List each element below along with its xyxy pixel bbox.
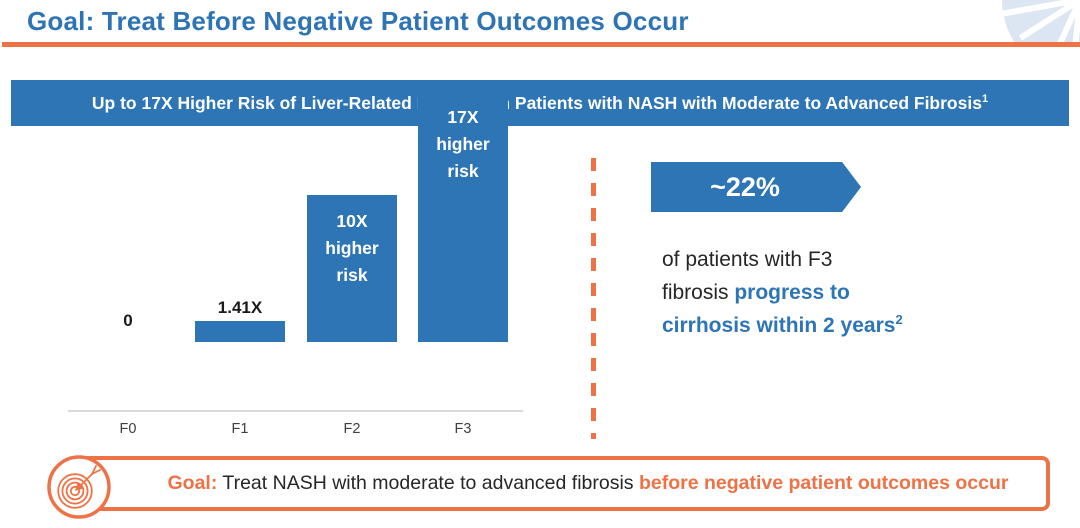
bar-f2: 10X higher risk xyxy=(307,195,397,342)
bar-value-label: 10X higher risk xyxy=(325,211,379,286)
page-title: Goal: Treat Before Negative Patient Outc… xyxy=(27,6,689,36)
target-bullseye-icon xyxy=(47,455,111,519)
bar-value-label: 0 xyxy=(123,311,133,330)
bar-group-f2: 10X higher risk xyxy=(296,195,408,342)
headline-banner-text: Up to 17X Higher Risk of Liver-Related M… xyxy=(91,92,989,113)
goal-prefix: Goal: xyxy=(167,472,218,494)
stat-description-emphasis: progress to cirrhosis within 2 years2 xyxy=(662,281,903,337)
goal-banner: Goal: Treat NASH with moderate to advanc… xyxy=(78,456,1050,511)
goal-text-plain: Treat NASH with moderate to advanced fib… xyxy=(217,472,639,494)
headline-banner: Up to 17X Higher Risk of Liver-Related M… xyxy=(11,80,1069,126)
bar-value-label: 1.41X xyxy=(217,298,263,317)
bar-value-label: 17X higher risk xyxy=(436,107,490,182)
bar-f3: 17X higher risk xyxy=(418,91,508,342)
stat-arrow-label: ~22% xyxy=(710,171,780,202)
goal-text-emphasis: before negative patient outcomes occur xyxy=(638,472,1009,494)
x-tick-f2: F2 xyxy=(343,421,361,437)
banner-footnote-marker: 1 xyxy=(981,92,989,105)
dashed-divider xyxy=(591,158,596,439)
title-underline xyxy=(2,42,1080,47)
corner-fan-decoration xyxy=(1002,0,1080,42)
bar-chart: 0 1.41X 10X higher risk 17X higher risk … xyxy=(0,0,560,460)
x-tick-f0: F0 xyxy=(119,421,137,437)
bar-group-f3: 17X higher risk xyxy=(407,91,519,342)
stat-description: of patients with F3 fibrosis progress to… xyxy=(662,243,904,342)
goal-banner-text: Goal: Treat NASH with moderate to advanc… xyxy=(168,472,1009,495)
x-tick-f1: F1 xyxy=(231,421,249,437)
stat-footnote-marker: 2 xyxy=(895,312,903,327)
bar-group-f1: 1.41X xyxy=(184,298,296,342)
bar-group-f0: 0 xyxy=(72,311,184,342)
bar-f1 xyxy=(195,321,285,342)
stat-arrow-shape: ~22% xyxy=(651,162,861,212)
stat-description-plain: of patients with F3 fibrosis xyxy=(662,248,833,304)
x-axis xyxy=(68,410,523,412)
x-tick-f3: F3 xyxy=(454,421,472,437)
